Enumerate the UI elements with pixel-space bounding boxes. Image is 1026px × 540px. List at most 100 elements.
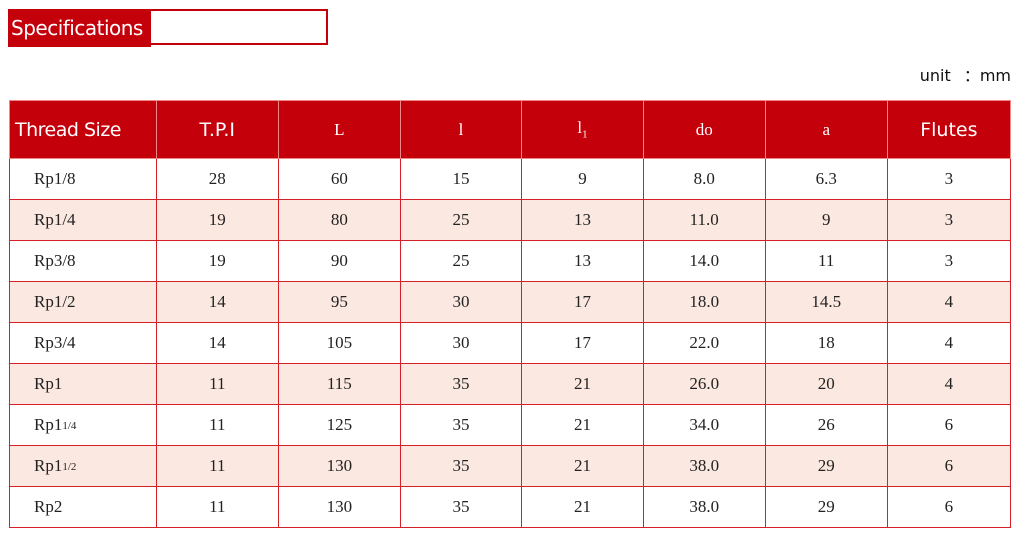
table-cell: 22.0 — [642, 322, 766, 364]
header-text: Thread Size — [15, 118, 121, 141]
thread-size-cell: Rp1/4 — [9, 199, 157, 241]
table-cell: 11 — [155, 445, 279, 487]
table-cell: 25 — [399, 240, 523, 282]
table-cell: 21 — [521, 404, 644, 446]
table-cell: 8.0 — [642, 158, 766, 200]
table-cell: 38.0 — [642, 486, 766, 528]
column-header: Thread Size — [9, 100, 157, 159]
column-header: a — [764, 100, 888, 159]
header-text: l — [458, 119, 464, 139]
table-cell: 34.0 — [642, 404, 766, 446]
table-cell: 95 — [277, 281, 401, 323]
table-row: Rp3/4 14 105 30 17 22.0 18 4 — [9, 322, 1012, 364]
table-cell: 21 — [521, 445, 644, 487]
table-row: Rp3/8 19 90 25 13 14.0 11 3 — [9, 240, 1012, 282]
table-cell: 125 — [277, 404, 401, 446]
table-cell: 11 — [155, 363, 279, 405]
table-cell: 19 — [155, 240, 279, 282]
table-cell: 6 — [886, 445, 1012, 487]
table-cell: 17 — [521, 322, 644, 364]
table-cell: 15 — [399, 158, 523, 200]
page-title: Specifications — [8, 9, 151, 47]
table-cell: 17 — [521, 281, 644, 323]
table-cell: 28 — [155, 158, 279, 200]
table-row: Rp1/8 28 60 15 9 8.0 6.3 3 — [9, 158, 1012, 200]
table-cell: 29 — [764, 486, 888, 528]
thread-size-cell: Rp3/8 — [9, 240, 157, 282]
table-cell: 105 — [277, 322, 401, 364]
table-cell: 6 — [886, 486, 1012, 528]
table-cell: 30 — [399, 281, 523, 323]
table-cell: 14.0 — [642, 240, 766, 282]
table-cell: 26.0 — [642, 363, 766, 405]
table-cell: 18.0 — [642, 281, 766, 323]
column-header: L — [277, 100, 401, 159]
table-cell: 14.5 — [764, 281, 888, 323]
table-cell: 4 — [886, 363, 1012, 405]
table-cell: 3 — [886, 240, 1012, 282]
table-cell: 6 — [886, 404, 1012, 446]
table-cell: 13 — [521, 240, 644, 282]
table-cell: 13 — [521, 199, 644, 241]
header-text: a — [822, 119, 831, 139]
header-text: Flutes — [920, 118, 978, 141]
table-row: Rp1 11 115 35 21 26.0 20 4 — [9, 363, 1012, 405]
table-cell: 115 — [277, 363, 401, 405]
column-header: Flutes — [886, 100, 1012, 159]
table-cell: 26 — [764, 404, 888, 446]
column-header: l1 — [521, 100, 644, 159]
table-cell: 29 — [764, 445, 888, 487]
table-cell: 11 — [764, 240, 888, 282]
thread-size-cell: Rp11/2 — [9, 445, 157, 487]
table-cell: 130 — [277, 445, 401, 487]
thread-size-cell: Rp3/4 — [9, 322, 157, 364]
thread-size: Rp1/2 — [34, 292, 76, 311]
table-row: Rp1/4 19 80 25 13 11.0 9 3 — [9, 199, 1012, 241]
table-row: Rp11/4 11 125 35 21 34.0 26 6 — [9, 404, 1012, 446]
thread-size-fraction: 1/2 — [62, 461, 77, 473]
table-cell: 130 — [277, 486, 401, 528]
table-cell: 35 — [399, 445, 523, 487]
thread-size: Rp1/4 — [34, 210, 76, 229]
table-cell: 25 — [399, 199, 523, 241]
table-row: Rp11/2 11 130 35 21 38.0 29 6 — [9, 445, 1012, 487]
thread-size-cell: Rp11/4 — [9, 404, 157, 446]
column-header: l — [399, 100, 523, 159]
thread-size-cell: Rp1/8 — [9, 158, 157, 200]
header-text: T.P.I — [199, 118, 236, 141]
unit-label: unit ：mm — [919, 66, 1011, 85]
thread-size: Rp1 — [34, 456, 63, 475]
header-text: do — [695, 119, 713, 139]
table-cell: 35 — [399, 404, 523, 446]
thread-size-cell: Rp2 — [9, 486, 157, 528]
table-cell: 21 — [521, 363, 644, 405]
thread-size: Rp1 — [34, 374, 63, 393]
thread-size: Rp1/8 — [34, 169, 76, 188]
column-header: T.P.I — [155, 100, 279, 159]
thread-size-cell: Rp1 — [9, 363, 157, 405]
table-cell: 4 — [886, 281, 1012, 323]
table-cell: 19 — [155, 199, 279, 241]
thread-size-fraction: 1/4 — [62, 420, 77, 432]
table-cell: 9 — [521, 158, 644, 200]
thread-size: Rp1 — [34, 415, 63, 434]
table-cell: 3 — [886, 158, 1012, 200]
table-cell: 35 — [399, 363, 523, 405]
table-cell: 14 — [155, 322, 279, 364]
table-cell: 30 — [399, 322, 523, 364]
table-cell: 21 — [521, 486, 644, 528]
thread-size: Rp3/8 — [34, 251, 76, 270]
table-row: Rp2 11 130 35 21 38.0 29 6 — [9, 486, 1012, 528]
table-cell: 11 — [155, 486, 279, 528]
table-cell: 3 — [886, 199, 1012, 241]
table-row: Rp1/2 14 95 30 17 18.0 14.5 4 — [9, 281, 1012, 323]
thread-size: Rp2 — [34, 497, 63, 516]
table-cell: 14 — [155, 281, 279, 323]
column-header: do — [642, 100, 766, 159]
table-cell: 90 — [277, 240, 401, 282]
table-cell: 18 — [764, 322, 888, 364]
table-cell: 35 — [399, 486, 523, 528]
table-cell: 4 — [886, 322, 1012, 364]
